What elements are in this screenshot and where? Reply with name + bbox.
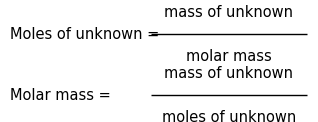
Text: moles of unknown: moles of unknown [162,110,296,122]
Text: mass of unknown: mass of unknown [164,66,294,81]
Text: mass of unknown: mass of unknown [164,5,294,20]
Text: Moles of unknown =: Moles of unknown = [10,27,163,42]
Text: molar mass: molar mass [186,49,272,64]
Text: Molar mass =: Molar mass = [10,88,115,103]
